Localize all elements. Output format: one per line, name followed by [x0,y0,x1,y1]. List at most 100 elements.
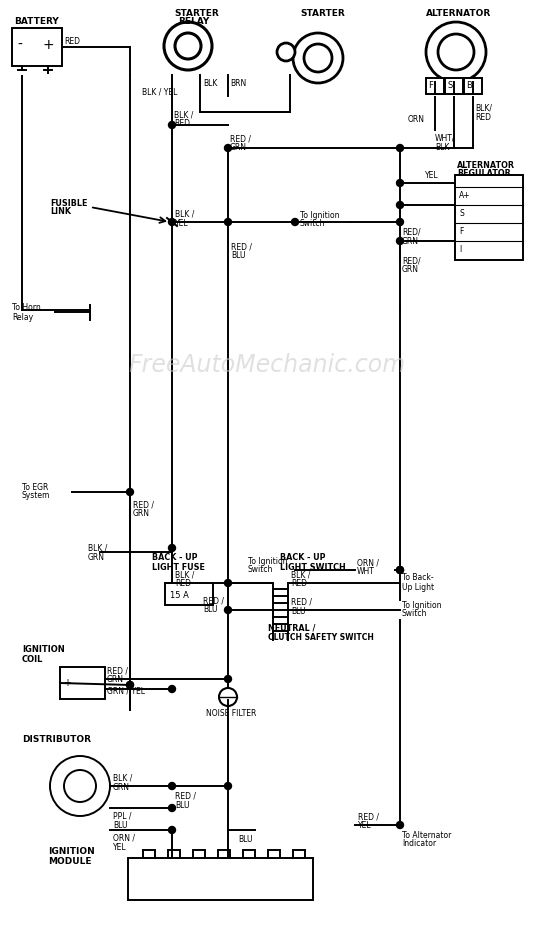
Circle shape [293,33,343,83]
Text: GRN: GRN [402,265,419,275]
Text: GRN: GRN [133,510,150,518]
Text: S: S [447,81,453,91]
Text: Up Light: Up Light [402,582,434,592]
Circle shape [397,566,404,574]
Text: RED: RED [64,37,80,45]
Text: BRN: BRN [230,79,246,89]
Circle shape [397,218,404,226]
Text: BLK: BLK [435,143,450,151]
Text: B: B [466,81,472,91]
Text: IGNITION: IGNITION [48,848,95,856]
Text: ORN: ORN [408,115,425,125]
Text: ALTERNATOR: ALTERNATOR [457,160,515,170]
Bar [455,175,523,260]
Text: BLU: BLU [113,820,128,830]
Text: RED: RED [291,580,307,588]
Bar [243,850,255,858]
Text: BATTERY: BATTERY [14,18,59,26]
Text: BACK - UP: BACK - UP [152,553,198,563]
Text: BLK /: BLK / [174,110,193,120]
Circle shape [169,218,176,226]
Text: RED: RED [174,120,190,128]
Circle shape [304,44,332,72]
Text: F: F [459,228,464,237]
Bar [445,78,463,94]
Text: FreeAutoMechanic.com: FreeAutoMechanic.com [128,353,406,377]
Text: Switch: Switch [248,565,273,575]
Text: NOISE FILTER: NOISE FILTER [206,709,256,717]
Text: BACK - UP: BACK - UP [280,553,326,563]
Text: To Back-: To Back- [402,574,434,582]
Bar [128,858,313,900]
Text: MODULE: MODULE [48,856,91,866]
Text: YEL: YEL [175,218,189,228]
Text: GRN / YEL: GRN / YEL [107,686,145,696]
Text: NEUTRAL /: NEUTRAL / [268,623,316,632]
Text: GRN: GRN [107,676,124,684]
Circle shape [127,488,134,496]
Polygon shape [65,672,100,694]
Text: COIL: COIL [22,654,43,664]
Text: -: - [17,38,22,52]
Text: LIGHT FUSE: LIGHT FUSE [152,563,205,571]
Text: Switch: Switch [300,220,325,228]
Circle shape [397,144,404,151]
Text: GRN: GRN [88,552,105,562]
Text: 15 A: 15 A [170,591,189,599]
Text: RED/: RED/ [402,228,421,237]
Text: CLUTCH SAFETY SWITCH: CLUTCH SAFETY SWITCH [268,632,374,642]
Text: BLK: BLK [203,79,217,89]
Bar [165,583,213,605]
Text: BLK /: BLK / [88,544,107,552]
Text: I: I [459,245,461,255]
Text: BLK /: BLK / [291,570,310,580]
Circle shape [397,201,404,209]
Text: RED /: RED / [203,597,224,605]
Text: BLK /: BLK / [113,773,132,783]
Text: Relay: Relay [12,312,33,322]
Text: BLU: BLU [291,606,305,615]
Text: DISTRIBUTOR: DISTRIBUTOR [22,735,91,745]
Text: BLU: BLU [238,835,253,845]
Text: RED /: RED / [107,666,128,676]
Bar [168,850,180,858]
Bar [193,850,205,858]
Text: RED/: RED/ [402,257,421,265]
Circle shape [219,688,237,706]
Circle shape [169,685,176,693]
Text: BLK / YEL: BLK / YEL [142,88,177,96]
Text: To Ignition: To Ignition [248,557,287,565]
Text: BLK /: BLK / [175,570,194,580]
Text: F: F [429,81,434,91]
Circle shape [224,606,232,614]
Text: To EGR: To EGR [22,482,49,492]
Text: RELAY: RELAY [178,18,209,26]
Circle shape [438,34,474,70]
Text: IGNITION: IGNITION [22,646,65,654]
Circle shape [224,144,232,151]
Text: PPL /: PPL / [113,812,131,820]
Text: To Ignition: To Ignition [300,211,340,220]
Text: To Ignition: To Ignition [402,600,442,610]
Text: Indicator: Indicator [402,839,436,849]
Text: ALTERNATOR: ALTERNATOR [426,8,491,18]
Circle shape [224,580,232,586]
Bar [143,850,155,858]
Text: RED: RED [175,580,191,588]
Text: WHT/: WHT/ [435,133,456,143]
Circle shape [397,179,404,187]
Text: YEL: YEL [358,821,372,831]
Text: To Horn: To Horn [12,304,41,312]
Text: BLK/: BLK/ [475,104,492,112]
Text: LIGHT SWITCH: LIGHT SWITCH [280,563,345,571]
Bar [464,78,482,94]
Text: FUSIBLE: FUSIBLE [50,198,88,208]
Bar [60,667,105,699]
Circle shape [224,783,232,789]
Text: Switch: Switch [402,610,427,618]
Text: BLK /: BLK / [175,210,194,218]
Text: GRN: GRN [230,143,247,153]
Text: YEL: YEL [113,842,127,851]
Circle shape [64,770,96,802]
Circle shape [397,566,404,574]
